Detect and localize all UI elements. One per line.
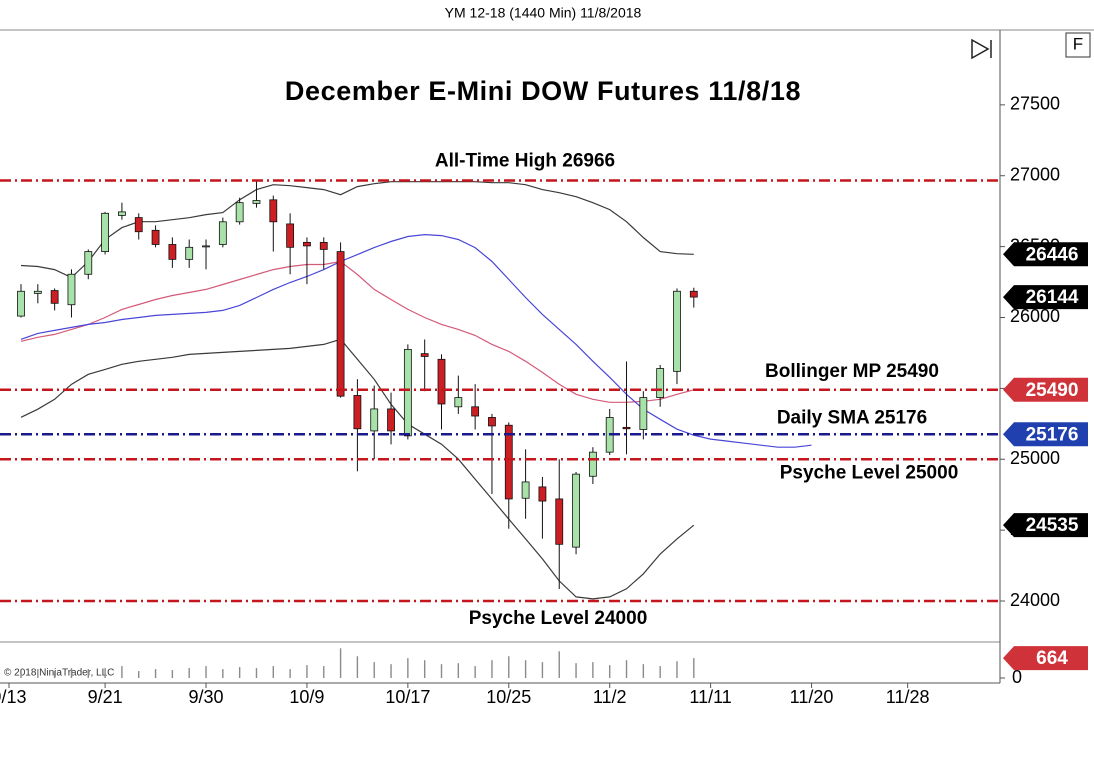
candle-body xyxy=(673,290,681,372)
candle-body xyxy=(538,486,547,502)
indicator-line xyxy=(20,181,694,279)
candle-body xyxy=(303,241,311,247)
candle-body xyxy=(101,212,109,252)
candle-body xyxy=(185,246,194,260)
x-tick-label: 10/25 xyxy=(486,687,531,707)
candle-body xyxy=(689,290,698,298)
y-tick-label: 26000 xyxy=(1010,306,1060,326)
candle-body xyxy=(387,408,395,432)
indicator-line xyxy=(20,233,812,448)
price-tag-label: 24535 xyxy=(1026,515,1079,536)
candle-body xyxy=(639,397,648,430)
skip-arrow[interactable] xyxy=(971,38,990,60)
price-tag xyxy=(1003,242,1088,267)
candle-body xyxy=(454,397,463,408)
price-tag xyxy=(1003,377,1088,402)
candle-body xyxy=(353,395,362,430)
candle-body xyxy=(118,211,126,216)
y-tick-label: 25000 xyxy=(1010,448,1060,468)
candle-body xyxy=(588,451,597,477)
level-label: Bollinger MP 25490 xyxy=(765,361,939,382)
x-tick-label: 11/11 xyxy=(689,687,731,707)
indicator-line xyxy=(20,338,695,600)
level-label: Psyche Level 24000 xyxy=(469,608,648,629)
candle-body xyxy=(235,202,244,223)
candle-body xyxy=(151,229,160,245)
candle-body xyxy=(521,481,530,499)
candle-body xyxy=(656,368,665,398)
candle-body xyxy=(218,221,227,245)
y-tick-label: 24000 xyxy=(1010,590,1060,610)
candle-body xyxy=(437,358,446,405)
plot-area xyxy=(17,180,812,600)
volume-y-tick-label: 0 xyxy=(1012,667,1022,687)
price-tag xyxy=(1003,422,1088,447)
price-tag xyxy=(1003,513,1088,538)
x-tick-label: 9/21 xyxy=(88,687,123,707)
candle-body xyxy=(33,290,42,294)
x-tick-label: 9/30 xyxy=(188,687,223,707)
candle-body xyxy=(370,408,379,432)
y-tick-label: 27000 xyxy=(1010,164,1060,184)
candle-body xyxy=(134,217,143,233)
price-tag-label: 25490 xyxy=(1026,380,1079,401)
candle-body xyxy=(84,251,93,275)
x-tick-label: 9/13 xyxy=(0,687,27,707)
candle-body xyxy=(50,290,59,304)
chart-header: YM 12-18 (1440 Min) 11/8/2018 xyxy=(445,5,642,21)
candle-body xyxy=(168,244,177,260)
candle-body xyxy=(17,290,25,317)
copyright: © 2018 NinjaTrader, LLC xyxy=(4,668,114,679)
candle-body xyxy=(471,406,480,417)
price-tag-label: 26144 xyxy=(1026,287,1079,308)
panel-button[interactable] xyxy=(1065,32,1091,58)
x-tick-label: 11/28 xyxy=(886,687,930,707)
price-tag-label: 25176 xyxy=(1026,424,1079,445)
skip-icon[interactable] xyxy=(971,38,992,60)
candle-body xyxy=(622,426,631,430)
candle-body xyxy=(572,473,580,548)
candle-body xyxy=(403,348,412,437)
level-label: Daily SMA 25176 xyxy=(777,407,927,428)
candle-body xyxy=(269,199,278,223)
candle-body xyxy=(202,245,210,248)
x-tick-label: 10/17 xyxy=(385,687,430,707)
candle-body xyxy=(319,241,328,250)
x-tick-label: 11/2 xyxy=(593,687,627,707)
indicator-line xyxy=(20,260,694,403)
x-tick-label: 11/20 xyxy=(790,687,834,707)
candle-body xyxy=(336,251,345,397)
candle-body xyxy=(420,353,429,357)
chart-title: December E-Mini DOW Futures 11/8/18 xyxy=(285,76,801,106)
y-tick-label: 27500 xyxy=(1010,94,1060,114)
price-tag xyxy=(1003,646,1088,671)
panel-button-label[interactable]: F xyxy=(1073,34,1083,53)
level-label: Psyche Level 25000 xyxy=(780,462,959,483)
candle-body xyxy=(555,498,564,545)
level-label: All-Time High 26966 xyxy=(435,151,615,172)
price-tag-label: 26446 xyxy=(1026,244,1079,265)
candle-body xyxy=(252,200,261,204)
candle-body xyxy=(488,417,496,427)
candle-body xyxy=(286,223,295,248)
candle-body xyxy=(67,273,76,306)
price-tag-label: 664 xyxy=(1036,648,1068,669)
x-tick-label: 10/9 xyxy=(289,687,324,707)
candle-body xyxy=(504,424,513,500)
price-tag xyxy=(1003,285,1088,310)
